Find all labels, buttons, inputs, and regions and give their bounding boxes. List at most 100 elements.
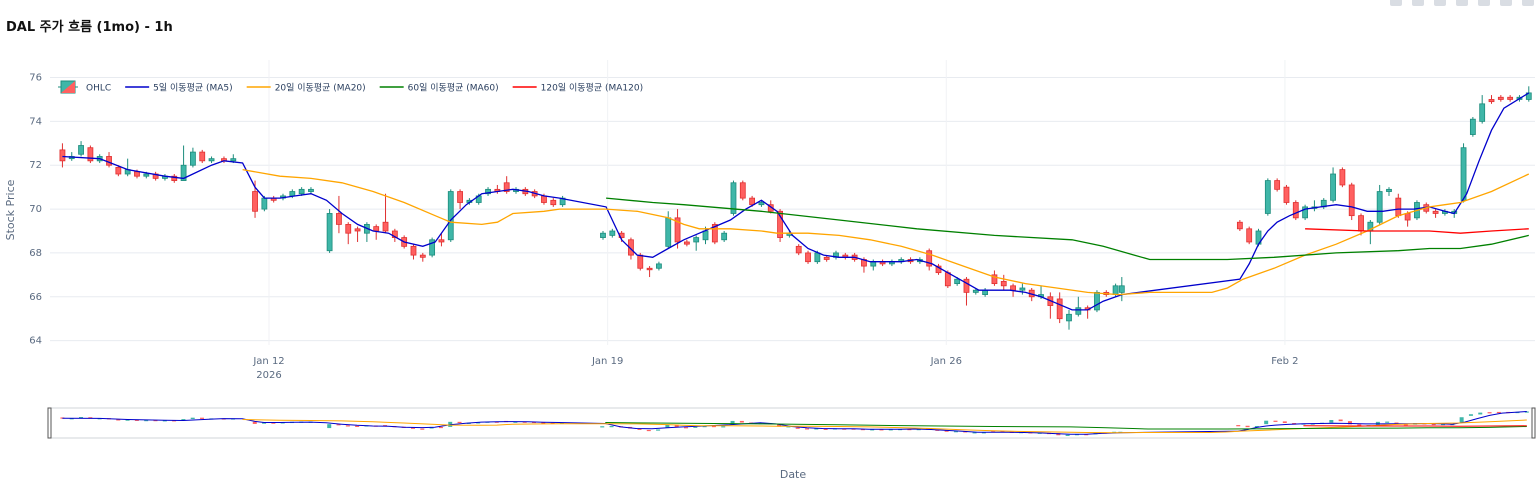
candle	[1019, 283, 1026, 295]
candle	[1469, 117, 1476, 137]
range-candle	[646, 429, 651, 432]
y-tick-label: 72	[29, 160, 42, 171]
range-candle	[777, 423, 782, 427]
range-candle	[162, 420, 167, 422]
pan-icon[interactable]	[1434, 0, 1446, 6]
candle-body	[963, 278, 970, 293]
legend-label: OHLC	[86, 84, 111, 94]
zoom-out-icon[interactable]	[1478, 0, 1490, 6]
candle	[1432, 209, 1439, 218]
candle	[842, 252, 849, 260]
candle-body	[991, 274, 998, 285]
candle	[600, 231, 606, 240]
candle-body	[252, 191, 258, 212]
x-axis-label: Date	[780, 468, 807, 478]
candle	[354, 226, 361, 242]
candle-body	[730, 182, 737, 214]
candle	[1395, 193, 1402, 218]
candle	[1460, 143, 1467, 203]
candle	[795, 244, 802, 256]
candle-body	[1010, 285, 1016, 291]
legend-item[interactable]: 120일 이동평균 (MA120)	[512, 83, 643, 94]
candle	[833, 250, 839, 260]
home-icon[interactable]	[1522, 0, 1534, 6]
legend-item[interactable]: 5일 이동평균 (MA5)	[125, 83, 233, 94]
candle-body	[171, 175, 178, 181]
range-candle	[739, 420, 744, 423]
candle-body	[115, 167, 122, 175]
candle-body	[814, 252, 821, 263]
zoom-icon[interactable]	[1412, 0, 1424, 6]
camera-icon[interactable]	[1390, 0, 1402, 6]
legend-label: 60일 이동평균 (MA60)	[408, 83, 499, 94]
range-candle	[200, 417, 205, 419]
candle	[730, 180, 737, 216]
range-candle	[116, 419, 121, 421]
range-candle	[1478, 412, 1483, 415]
modebar[interactable]	[1390, 0, 1534, 6]
candle	[438, 233, 445, 247]
x-axis-ticks: Jan 12 2026 Jan 19 Jan 26 Feb 2	[252, 356, 1298, 381]
range-candle	[1347, 421, 1352, 425]
candle	[739, 180, 746, 201]
candle	[1320, 198, 1327, 210]
candle-body	[326, 213, 333, 252]
candle-body	[485, 188, 491, 195]
zoom-in-icon[interactable]	[1456, 0, 1468, 6]
x-tick-label: Jan 12	[252, 356, 284, 367]
candle-body	[59, 149, 66, 162]
legend-item[interactable]: 60일 이동평균 (MA60)	[379, 83, 499, 94]
candle	[1292, 200, 1299, 221]
candle-body	[739, 182, 746, 199]
candle	[646, 266, 653, 278]
candle-body	[749, 197, 756, 206]
candle	[805, 250, 811, 264]
range-candle	[252, 421, 257, 424]
candle	[926, 248, 933, 271]
range-candle	[476, 422, 481, 424]
range-candle	[730, 420, 735, 425]
candle-body	[391, 230, 398, 238]
candle-body	[1302, 206, 1309, 219]
range-candle	[786, 426, 791, 428]
candle	[1348, 182, 1355, 221]
range-candle	[674, 424, 679, 428]
range-slider-handle-left[interactable]	[47, 407, 52, 439]
range-candle	[262, 422, 267, 424]
candle-body	[541, 195, 547, 203]
legend-item[interactable]: OHLC	[58, 80, 111, 94]
candle-body	[134, 171, 140, 177]
range-candle	[1065, 434, 1070, 436]
candle-body	[1469, 118, 1476, 135]
range-slider-handle-right[interactable]	[1531, 407, 1536, 439]
candle	[1283, 184, 1290, 205]
range-candle	[907, 429, 912, 431]
legend[interactable]: OHLC 5일 이동평균 (MA5) 20일 이동평균 (MA20) 60일 이동평균…	[58, 80, 643, 94]
candle	[721, 231, 728, 242]
candle-body	[628, 239, 634, 256]
range-candle	[600, 426, 605, 428]
candle	[1264, 178, 1271, 216]
candle-body	[438, 239, 445, 243]
candle	[1479, 95, 1486, 124]
candle-body	[1236, 221, 1243, 230]
candle	[1330, 167, 1336, 203]
legend-item[interactable]: 20일 이동평균 (MA20)	[246, 83, 366, 94]
candle-body	[308, 188, 314, 192]
candle-body	[410, 245, 417, 256]
range-candle	[953, 431, 958, 433]
range-candle	[981, 432, 986, 434]
candle	[494, 184, 501, 194]
autoscale-icon[interactable]	[1500, 0, 1512, 6]
candle	[683, 239, 690, 247]
candle-body	[777, 210, 783, 238]
candle	[410, 244, 417, 260]
range-candle	[1273, 420, 1278, 422]
ma-line	[62, 92, 1530, 311]
range-slider[interactable]	[47, 407, 1536, 439]
ma-line	[242, 168, 1530, 296]
candle-body	[805, 252, 811, 263]
candle	[1066, 309, 1072, 330]
range-candle	[181, 419, 186, 421]
